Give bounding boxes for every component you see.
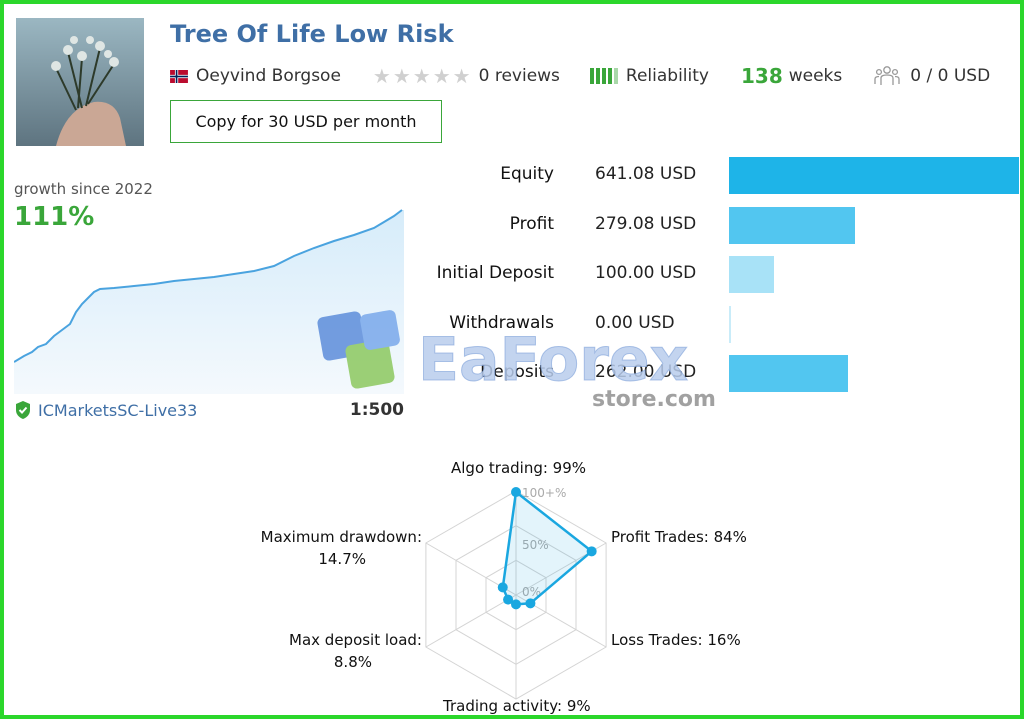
star-icon: ★ bbox=[412, 64, 431, 88]
stat-value-initial-deposit: 100.00 USD bbox=[595, 263, 697, 283]
broker-name[interactable]: ICMarketsSC-Live33 bbox=[38, 400, 198, 420]
growth-label: growth since 2022 bbox=[14, 180, 153, 198]
weeks-label: weeks bbox=[788, 66, 843, 86]
stat-value-profit: 279.08 USD bbox=[595, 214, 697, 234]
radar-point bbox=[503, 594, 514, 605]
author-name[interactable]: Oeyvind Borgsoe bbox=[196, 66, 341, 86]
signal-meta-row: Oeyvind Borgsoe ★ ★ ★ ★ ★ 0 reviews Reliabil… bbox=[170, 62, 990, 90]
signal-avatar[interactable] bbox=[16, 18, 144, 146]
stat-bar-equity bbox=[729, 157, 1019, 194]
broker-server[interactable]: ICMarketsSC-Live33 bbox=[14, 400, 197, 420]
radar-spoke bbox=[425, 594, 517, 648]
reliability-bars-icon bbox=[589, 68, 618, 84]
stat-label-deposits: Deposits bbox=[480, 362, 554, 382]
reviews-link[interactable]: 0 reviews bbox=[478, 66, 560, 86]
star-icon: ★ bbox=[452, 64, 471, 88]
radar-tick-label: 0% bbox=[522, 585, 541, 599]
stat-value-equity: 641.08 USD bbox=[595, 164, 697, 184]
stat-bar-profit bbox=[729, 207, 856, 244]
radar-grid bbox=[425, 490, 607, 700]
subscribers-value: 0 / 0 USD bbox=[910, 66, 991, 86]
stat-bar-initial-deposit bbox=[729, 256, 775, 293]
growth-area bbox=[14, 210, 404, 394]
weeks-value: 138 bbox=[740, 64, 783, 88]
star-icon: ★ bbox=[432, 64, 451, 88]
radar-label-algo-trading: Algo trading: 99% bbox=[451, 459, 587, 477]
radar-tick-labels: 100+% 50% 0% bbox=[522, 486, 566, 599]
radar-label-profit-trades: Profit Trades: 84% bbox=[611, 528, 747, 546]
stat-bar-withdrawals bbox=[729, 306, 731, 343]
rating-stars: ★ ★ ★ ★ ★ bbox=[373, 66, 471, 86]
radar-label-trading-activity: Trading activity: 9% bbox=[443, 697, 591, 715]
radar-points bbox=[497, 487, 597, 610]
radar-point bbox=[497, 582, 508, 593]
stat-value-deposits: 262.00 USD bbox=[595, 362, 697, 382]
radar-point bbox=[511, 599, 521, 610]
verified-shield-icon bbox=[16, 401, 30, 419]
reliability-label: Reliability bbox=[625, 66, 709, 86]
radar-tick-label: 50% bbox=[522, 538, 549, 552]
growth-chart[interactable] bbox=[14, 204, 404, 394]
stat-bar-deposits bbox=[729, 355, 848, 392]
radar-point bbox=[511, 487, 521, 498]
radar-label-max-drawdown: Maximum drawdown: bbox=[260, 528, 422, 546]
radar-value-max-drawdown: 14.7% bbox=[318, 550, 366, 568]
growth-value: 111% bbox=[14, 202, 95, 232]
stat-value-withdrawals: 0.00 USD bbox=[595, 313, 675, 333]
subscribers-icon bbox=[874, 66, 900, 85]
radar-value-max-deposit-load: 8.8% bbox=[333, 653, 372, 671]
stat-label-profit: Profit bbox=[509, 214, 554, 234]
signal-title[interactable]: Tree Of Life Low Risk bbox=[170, 20, 454, 48]
radar-tick-label: 100+% bbox=[522, 486, 566, 500]
radar-label-loss-trades: Loss Trades: 16% bbox=[611, 631, 741, 649]
growth-line bbox=[14, 209, 403, 363]
stat-label-withdrawals: Withdrawals bbox=[449, 313, 554, 333]
star-icon: ★ bbox=[392, 64, 411, 88]
leverage-value: 1:500 bbox=[349, 400, 404, 420]
radar-point bbox=[525, 598, 536, 609]
watermark-text: EaForex bbox=[418, 325, 688, 395]
watermark-subtext: store.com bbox=[592, 387, 716, 412]
norway-flag-icon bbox=[170, 69, 188, 83]
stat-label-equity: Equity bbox=[500, 164, 554, 184]
radar-point bbox=[586, 546, 597, 557]
copy-subscribe-button[interactable]: Copy for 30 USD per month bbox=[170, 100, 442, 143]
radar-label-max-deposit-load: Max deposit load: bbox=[289, 631, 422, 649]
stat-label-initial-deposit: Initial Deposit bbox=[436, 263, 554, 283]
radar-chart[interactable]: 100+% 50% 0% bbox=[4, 449, 1020, 715]
star-icon: ★ bbox=[372, 64, 391, 88]
